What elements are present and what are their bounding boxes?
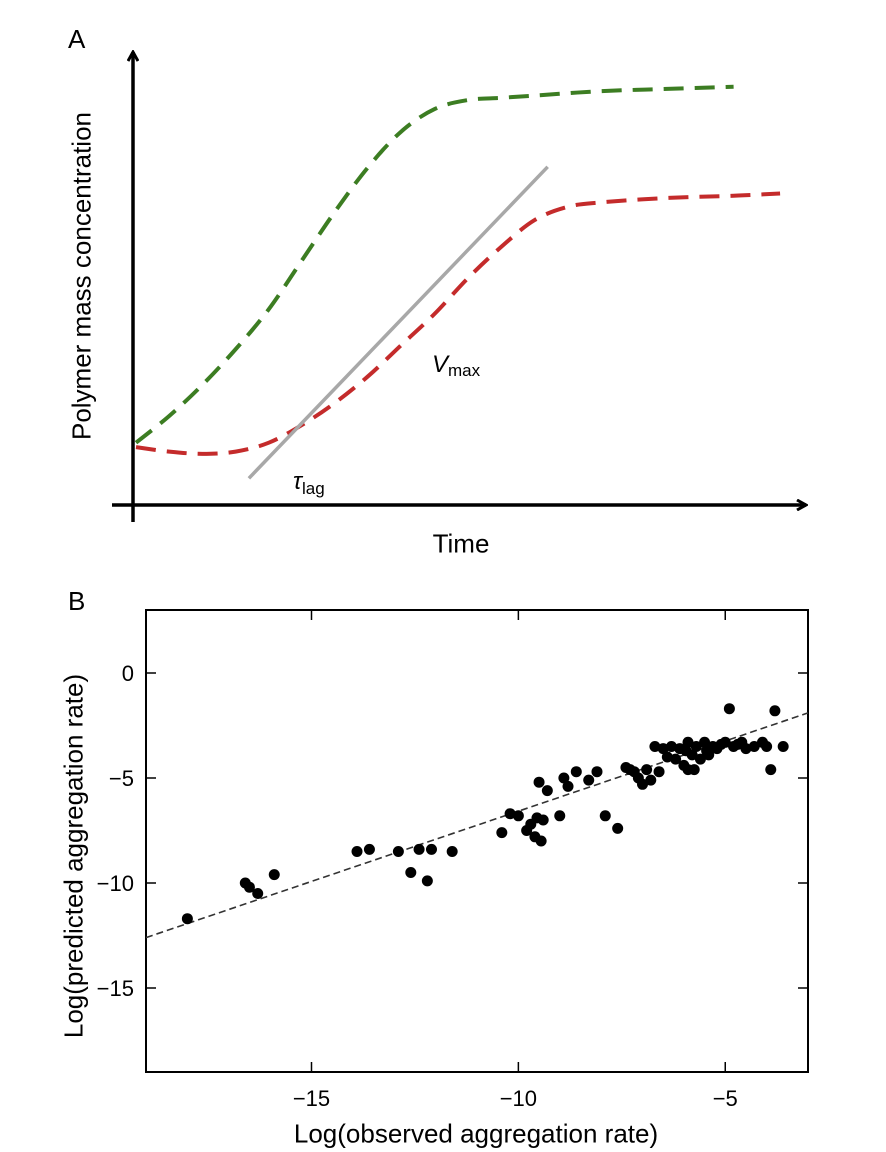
- panel-a-tangent-line: [247, 165, 549, 480]
- data-point: [690, 741, 702, 752]
- data-point: [769, 705, 781, 717]
- data-point: [661, 751, 673, 763]
- data-point: [723, 703, 735, 715]
- data-point: [392, 846, 404, 857]
- data-point: [682, 736, 694, 748]
- data-point: [268, 869, 280, 881]
- panel-a-green-curve: [134, 84, 734, 445]
- data-point: [591, 766, 603, 778]
- x-tick-label: −10: [500, 1086, 537, 1111]
- y-tick-label: −15: [97, 976, 134, 1001]
- data-point: [554, 810, 566, 822]
- data-point: [670, 753, 682, 765]
- data-point: [637, 778, 648, 790]
- vmax-symbol: V: [432, 351, 450, 378]
- fit-line: [145, 712, 809, 939]
- data-point: [496, 827, 508, 839]
- data-point: [421, 875, 433, 887]
- data-point: [686, 749, 698, 761]
- data-point: [657, 743, 669, 755]
- data-point: [665, 741, 677, 752]
- panel-b-scatter-plot: −15 −10 −5 0 −5 −10 −15: [97, 609, 809, 1111]
- data-point: [583, 774, 595, 786]
- data-point: [558, 772, 570, 784]
- data-point: [413, 843, 425, 855]
- data-point: [765, 764, 777, 776]
- data-point: [777, 741, 789, 752]
- data-point: [351, 846, 363, 857]
- panel-b-points-group: [181, 703, 789, 925]
- data-point: [748, 741, 760, 752]
- panel-b-ticks-group: −15 −10 −5 0 −5 −10 −15: [97, 610, 808, 1111]
- data-point: [653, 766, 665, 778]
- panel-b-plot-frame: [145, 609, 809, 1073]
- data-point: [641, 764, 653, 776]
- data-point: [535, 835, 547, 847]
- data-point: [688, 764, 700, 776]
- data-point: [719, 736, 731, 748]
- data-point: [252, 888, 264, 899]
- data-point: [512, 810, 524, 822]
- tau-symbol: τ: [293, 468, 304, 495]
- data-point: [570, 766, 582, 778]
- data-point: [181, 913, 193, 925]
- x-tick-label: −15: [293, 1086, 330, 1111]
- data-point: [761, 741, 773, 752]
- data-point: [533, 776, 545, 788]
- data-point: [645, 774, 657, 786]
- y-tick-label: −5: [109, 766, 134, 791]
- panel-a-label: A: [68, 24, 86, 54]
- data-point: [694, 753, 706, 765]
- panel-b-fit-group: [145, 712, 809, 939]
- data-point: [699, 736, 711, 748]
- data-point: [703, 749, 715, 761]
- data-point: [740, 743, 752, 755]
- data-point: [243, 881, 255, 893]
- vmax-subscript: max: [448, 361, 481, 380]
- data-point: [624, 764, 636, 776]
- panel-a-series-group: [134, 84, 781, 480]
- data-point: [446, 846, 458, 857]
- panel-a-kinetics-plot: Vmax τlag: [112, 52, 806, 522]
- data-point: [504, 808, 516, 820]
- x-tick-label: −5: [713, 1086, 738, 1111]
- panel-a-red-curve: [135, 191, 781, 456]
- panel-b-label: B: [68, 586, 86, 616]
- data-point: [599, 810, 611, 822]
- data-point: [363, 843, 375, 855]
- vmax-annotation: Vmax: [432, 351, 481, 380]
- data-point: [425, 843, 437, 855]
- data-point: [612, 822, 624, 834]
- y-tick-label: −10: [97, 871, 134, 896]
- data-point: [405, 867, 417, 878]
- data-point: [562, 780, 574, 792]
- tau-lag-annotation: τlag: [293, 468, 325, 498]
- panel-b-x-axis-label: Log(observed aggregation rate): [293, 1118, 659, 1149]
- data-point: [537, 814, 549, 826]
- panel-a-x-axis-label: Time: [432, 528, 490, 559]
- tau-subscript: lag: [302, 479, 325, 498]
- data-point: [649, 741, 661, 752]
- y-tick-label: 0: [122, 661, 134, 686]
- data-point: [541, 785, 553, 797]
